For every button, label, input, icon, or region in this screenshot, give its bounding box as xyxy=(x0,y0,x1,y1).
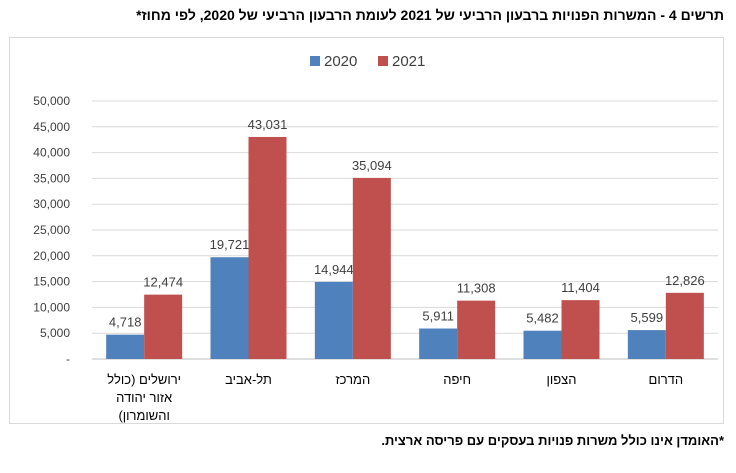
data-label: 12,474 xyxy=(143,275,183,290)
y-tick-label: - xyxy=(66,352,70,366)
bar-2020 xyxy=(523,330,562,359)
bar-2020 xyxy=(314,281,353,359)
category-label: והשומרון) xyxy=(118,408,169,423)
bar-2020 xyxy=(210,257,249,359)
data-label: 43,031 xyxy=(248,117,288,132)
category-label: הדרום xyxy=(649,372,684,387)
category-label: אזור יהודה xyxy=(116,390,172,405)
y-tick-label: 10,000 xyxy=(33,300,70,314)
footnote: *האומדן אינו כולל משרות פנויות בעסקים עם… xyxy=(381,433,724,448)
category-label: תל-אביב xyxy=(225,372,272,387)
data-label: 5,911 xyxy=(422,308,454,323)
y-tick-label: 15,000 xyxy=(33,275,70,289)
chart-title: תרשים 4 - המשרות הפנויות ברבעון הרביעי ש… xyxy=(136,7,724,23)
legend-label-2021: 2021 xyxy=(392,53,425,70)
data-label: 12,826 xyxy=(665,273,705,288)
y-tick-label: 45,000 xyxy=(33,120,70,134)
y-tick-label: 35,000 xyxy=(33,171,70,185)
bar-2021 xyxy=(665,292,704,359)
chart-area: - 5,000 10,000 15,000 20,000 25,000 30,000 35,0… xyxy=(9,37,724,424)
bar-2021 xyxy=(248,136,287,359)
category-label: המרכז xyxy=(335,372,370,387)
data-label: 19,721 xyxy=(210,237,250,252)
data-label: 11,308 xyxy=(457,281,496,296)
category-label: הצפון xyxy=(546,372,576,387)
data-label: 5,482 xyxy=(526,311,559,326)
y-tick-label: 40,000 xyxy=(33,146,70,160)
data-label: 14,944 xyxy=(314,262,354,277)
legend-swatch-2020 xyxy=(310,56,320,66)
y-tick-label: 25,000 xyxy=(33,223,70,237)
bar-2021 xyxy=(561,300,600,359)
data-label: 5,599 xyxy=(631,310,664,325)
category-label: ירושלים (כולל xyxy=(107,372,181,387)
category-label: חיפה xyxy=(443,372,471,387)
bar-2020 xyxy=(627,330,666,359)
bar-chart: - 5,000 10,000 15,000 20,000 25,000 30,000 35,0… xyxy=(33,53,718,423)
legend-label-2020: 2020 xyxy=(324,53,357,70)
data-label: 35,094 xyxy=(352,158,392,173)
legend-swatch-2021 xyxy=(378,56,388,66)
bar-2021 xyxy=(352,177,391,359)
bar-2020 xyxy=(419,328,458,359)
y-tick-label: 20,000 xyxy=(33,249,70,263)
bar-2021 xyxy=(144,294,183,359)
y-tick-label: 50,000 xyxy=(33,94,70,108)
bar-2021 xyxy=(457,300,496,359)
bar-2020 xyxy=(106,334,145,359)
data-label: 11,404 xyxy=(561,280,600,295)
y-tick-label: 30,000 xyxy=(33,197,70,211)
y-tick-label: 5,000 xyxy=(40,326,70,340)
data-label: 4,718 xyxy=(109,315,142,330)
